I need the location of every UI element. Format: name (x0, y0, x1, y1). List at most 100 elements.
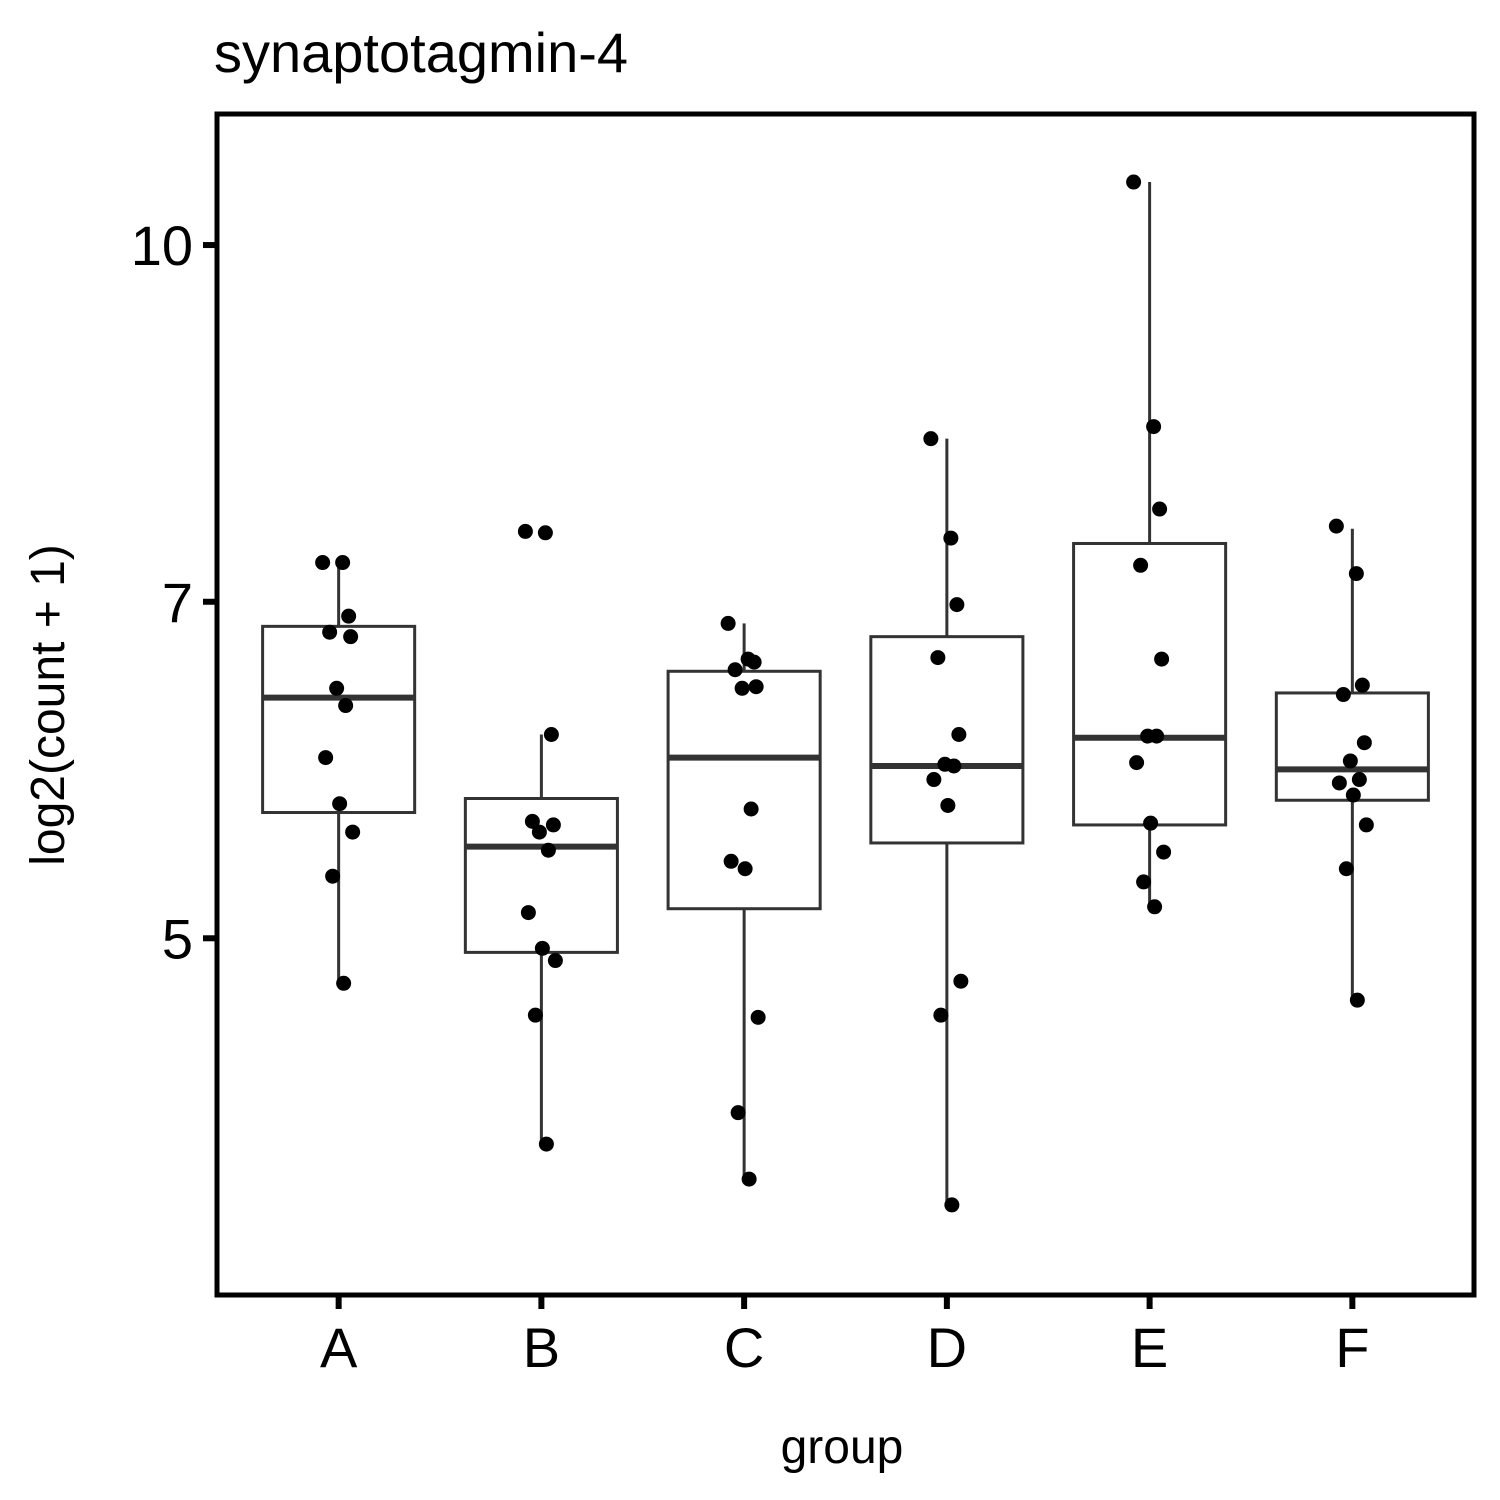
x-axis: A B C D E F (320, 1295, 1369, 1379)
data-point (345, 824, 361, 840)
data-point (1156, 844, 1172, 860)
plot-area (261, 174, 1430, 1213)
data-point (734, 680, 750, 696)
data-point (933, 1007, 949, 1023)
x-tick-label: E (1131, 1316, 1168, 1379)
x-tick-label: C (724, 1316, 764, 1379)
data-point (329, 680, 345, 696)
data-point (1146, 419, 1162, 435)
data-point (1126, 174, 1142, 190)
data-point (543, 726, 559, 742)
points-group-A (315, 555, 361, 991)
data-point (343, 629, 359, 645)
x-axis-title: group (781, 1421, 904, 1474)
data-point (723, 853, 739, 869)
data-point (1335, 687, 1351, 703)
data-point (1149, 728, 1165, 744)
data-point (537, 525, 553, 541)
data-point (1152, 501, 1168, 517)
x-tick-label: F (1335, 1316, 1369, 1379)
data-point (750, 1009, 766, 1025)
data-point (1129, 755, 1145, 771)
data-point (332, 796, 348, 812)
data-point (1342, 753, 1358, 769)
box-group-E (1072, 182, 1228, 907)
x-tick-label: A (320, 1316, 358, 1379)
box (1274, 691, 1430, 802)
data-point (1133, 557, 1149, 573)
box-group-A (261, 562, 417, 984)
data-point (547, 953, 563, 969)
data-point (746, 654, 762, 670)
data-point (336, 975, 352, 991)
data-point (727, 662, 743, 678)
box (1072, 541, 1228, 827)
data-point (730, 1105, 746, 1121)
data-point (335, 555, 351, 571)
data-point (923, 431, 939, 447)
data-point (318, 750, 334, 766)
data-point (540, 842, 556, 858)
data-point (1356, 735, 1372, 751)
box-group-D (869, 438, 1025, 1205)
chart-title: synaptotagmin-4 (214, 21, 628, 84)
data-point (1154, 651, 1170, 667)
data-point (737, 861, 753, 877)
data-point (517, 523, 533, 539)
data-point (940, 797, 956, 813)
data-point (949, 597, 965, 613)
data-point (720, 615, 736, 631)
data-point (1147, 899, 1163, 915)
data-point (1136, 874, 1152, 890)
data-point (545, 817, 561, 833)
x-tick-label: B (523, 1316, 560, 1379)
data-point (322, 624, 338, 640)
points-group-D (923, 431, 969, 1213)
data-point (1351, 772, 1367, 788)
x-tick-label: D (927, 1316, 967, 1379)
points-group-F (1328, 518, 1374, 1008)
data-point (944, 1197, 960, 1213)
data-point (1348, 566, 1364, 582)
data-point (325, 868, 341, 884)
y-axis: 5 7 10 (131, 214, 217, 970)
y-tick-label: 5 (162, 907, 193, 970)
y-tick-label: 10 (131, 214, 193, 277)
data-point (743, 801, 759, 817)
data-point (534, 940, 550, 956)
box-group-B (463, 734, 619, 1145)
data-point (1345, 787, 1361, 803)
data-point (1331, 775, 1347, 791)
data-point (953, 973, 969, 989)
points-group-B (517, 523, 563, 1152)
data-point (926, 772, 942, 788)
y-tick-label: 7 (162, 571, 193, 634)
box-group-C (666, 623, 822, 1180)
plot-panel-border (214, 111, 1477, 1298)
data-point (531, 824, 547, 840)
data-point (527, 1007, 543, 1023)
points-group-C (720, 615, 766, 1187)
data-point (338, 698, 354, 714)
data-point (946, 758, 962, 774)
data-point (1328, 518, 1344, 534)
data-point (1358, 817, 1374, 833)
y-axis-title: log2(count + 1) (22, 544, 75, 866)
data-point (930, 650, 946, 666)
data-point (520, 905, 536, 921)
data-point (538, 1136, 554, 1152)
data-point (524, 813, 540, 829)
data-point (943, 530, 959, 546)
data-point (1354, 677, 1370, 693)
data-point (1338, 861, 1354, 877)
data-point (1143, 815, 1159, 831)
box (261, 624, 417, 815)
data-point (315, 555, 331, 571)
data-point (951, 726, 967, 742)
points-group-E (1126, 174, 1172, 915)
data-point (748, 679, 764, 695)
box-group-F (1274, 528, 1430, 1001)
box (463, 797, 619, 954)
data-point (1349, 992, 1365, 1008)
data-point (741, 1171, 757, 1187)
